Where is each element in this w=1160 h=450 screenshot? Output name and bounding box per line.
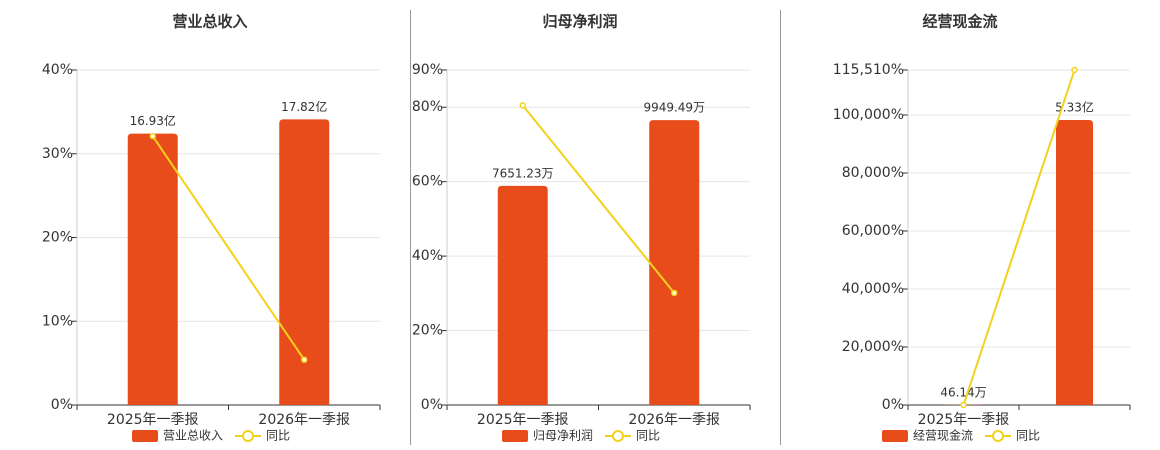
x-tick-label: 2026年一季报 (628, 412, 720, 428)
value-label: 17.82亿 (281, 99, 327, 114)
y-tick-label: 40% (42, 62, 73, 78)
legend-swatch (132, 430, 158, 442)
y-tick-label: 20% (412, 323, 443, 339)
line-point (1071, 66, 1078, 74)
bar (1056, 119, 1093, 406)
value-label: 46.14万 (940, 385, 986, 399)
bar (279, 119, 330, 406)
line (151, 135, 306, 361)
value-label: 5.33亿 (1055, 99, 1094, 114)
legend-label: 经营现金流 (913, 428, 973, 443)
y-tick-label: 20,000% (842, 339, 904, 355)
x-tick-label: 2026年一季报 (258, 412, 350, 428)
legend-swatch (612, 430, 624, 442)
value-label: 7651.23万 (492, 166, 554, 180)
value-label: 16.93亿 (130, 113, 176, 128)
bar (649, 120, 700, 406)
bar (497, 185, 548, 405)
y-tick-label: 40,000% (842, 281, 904, 297)
legend-swatch (992, 430, 1004, 442)
x-tick-label: 2025年一季报 (918, 412, 1010, 428)
y-tick-label: 115,510% (833, 62, 904, 78)
line-point (301, 356, 308, 364)
x-tick-label: 2025年一季报 (477, 412, 569, 428)
legend-swatch (242, 430, 254, 442)
y-tick-label: 0% (51, 397, 73, 413)
y-tick-label: 90% (412, 62, 443, 78)
value-label: 9949.49万 (643, 101, 705, 115)
legend-label: 营业总收入 (163, 429, 223, 443)
y-tick-label: 100,000% (833, 107, 904, 123)
chart-title: 归母净利润 (542, 13, 617, 31)
line-point (960, 401, 967, 409)
line-point (519, 102, 526, 109)
y-tick-label: 80% (412, 99, 443, 115)
line-point (671, 289, 678, 297)
line (521, 104, 676, 294)
y-tick-label: 0% (421, 397, 443, 413)
y-tick-label: 20% (42, 230, 73, 246)
legend-label: 同比 (636, 429, 660, 443)
y-tick-label: 60% (412, 174, 443, 190)
chart-title: 营业总收入 (172, 13, 247, 31)
legend-swatch (502, 430, 528, 442)
chart-title: 经营现金流 (922, 13, 997, 31)
y-tick-label: 60,000% (842, 223, 904, 239)
legend-label: 同比 (1016, 429, 1040, 443)
legend-label: 归母净利润 (533, 429, 593, 443)
bar (127, 133, 178, 405)
legend-label: 同比 (266, 429, 290, 443)
y-tick-label: 0% (882, 397, 904, 413)
y-tick-label: 40% (412, 248, 443, 264)
y-tick-label: 30% (42, 146, 73, 162)
y-tick-label: 80,000% (842, 165, 904, 181)
legend-swatch (882, 430, 908, 442)
x-tick-label: 2025年一季报 (107, 412, 199, 428)
y-tick-label: 10% (42, 313, 73, 329)
line-point (149, 132, 156, 140)
line (962, 69, 1076, 406)
